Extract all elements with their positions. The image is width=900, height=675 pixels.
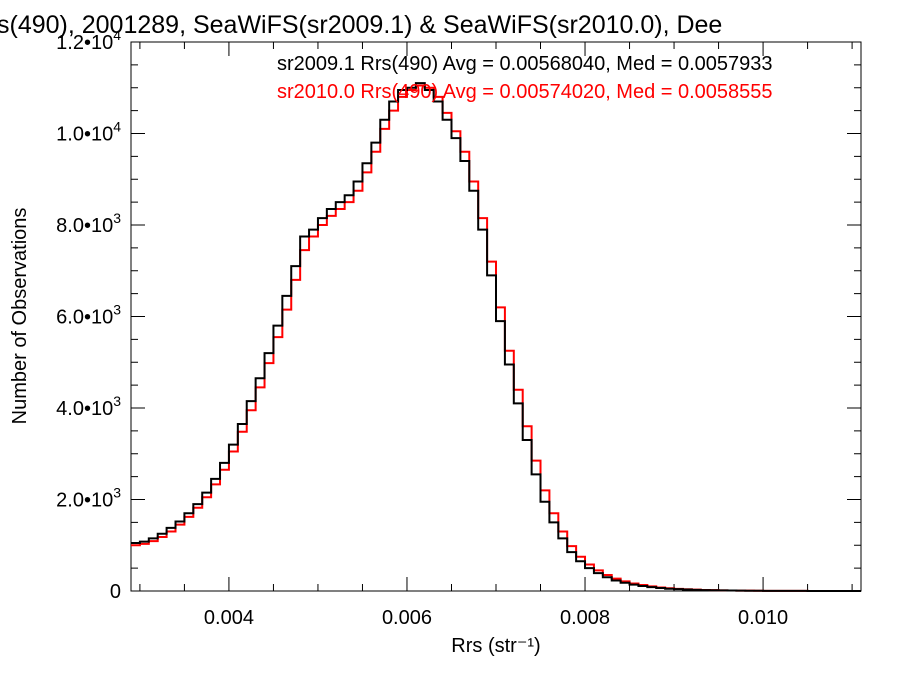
x-axis: 0.004 0.006 0.008 0.010: [139, 42, 853, 629]
series-layer: [131, 82, 861, 592]
y-axis: 02.0•1034.0•1036.0•1038.0•1031.0•1041.2•…: [56, 27, 861, 603]
x-tick-label: 0.010: [738, 607, 788, 629]
y-axis-label: Number of Observations: [9, 208, 31, 425]
legend-entry-sr2009: sr2009.1 Rrs(490) Avg = 0.00568040, Med …: [277, 53, 773, 75]
x-axis-label: Rrs (str⁻¹): [451, 635, 540, 657]
y-tick-label-base: 2.0•10: [56, 490, 113, 512]
y-tick-label-exponent: 4: [113, 119, 121, 135]
y-tick-label: 1.0•104: [56, 119, 121, 146]
y-tick-label-exponent: 3: [113, 210, 121, 226]
y-tick-label-exponent: 4: [113, 27, 121, 43]
y-tick-label-base: 0: [110, 581, 121, 603]
y-tick-label: 6.0•103: [56, 302, 121, 329]
y-tick-label: 8.0•103: [56, 210, 121, 237]
y-tick-label-base: 4.0•10: [56, 398, 113, 420]
y-tick-label: 0: [110, 581, 121, 603]
y-tick-label: 1.2•104: [56, 27, 121, 54]
y-tick-label: 4.0•103: [56, 393, 121, 420]
x-tick-label: 0.004: [204, 607, 254, 629]
series-line-sr2009.1: [131, 82, 861, 592]
y-tick-label-base: 8.0•10: [56, 215, 113, 237]
chart-title: s(490), 2001289, SeaWiFS(sr2009.1) & Sea…: [0, 11, 722, 39]
series-line-sr2010.0: [131, 84, 861, 592]
x-tick-label: 0.006: [382, 607, 432, 629]
y-tick-label-exponent: 3: [113, 393, 121, 409]
y-tick-label-base: 1.2•10: [56, 32, 113, 54]
y-tick-label-base: 1.0•10: [56, 124, 113, 146]
legend-entry-sr2010: sr2010.0 Rrs(490) Avg = 0.00574020, Med …: [277, 81, 773, 103]
x-tick-label: 0.008: [560, 607, 610, 629]
y-tick-label-exponent: 3: [113, 302, 121, 318]
y-tick-label-exponent: 3: [113, 485, 121, 501]
y-tick-label-base: 6.0•10: [56, 307, 113, 329]
y-tick-label: 2.0•103: [56, 485, 121, 512]
